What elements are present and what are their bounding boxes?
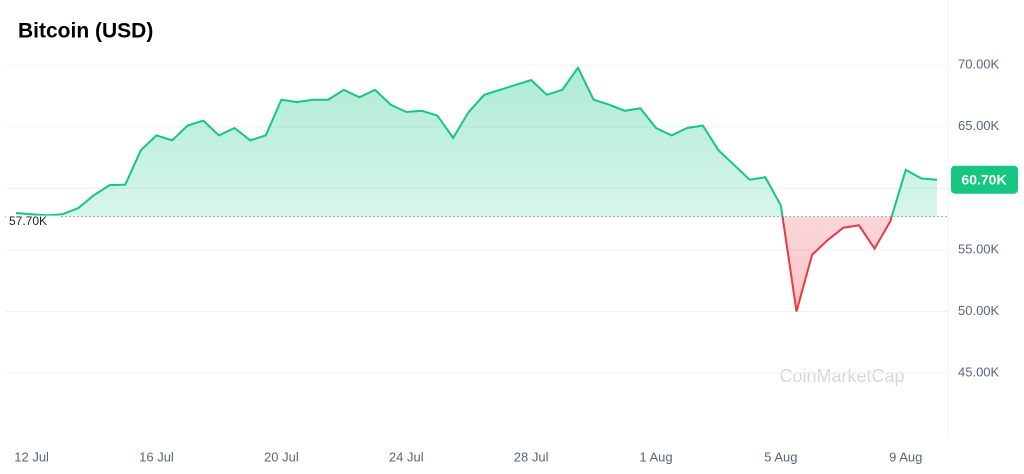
x-tick-label: 5 Aug bbox=[764, 449, 797, 464]
current-price-box bbox=[951, 165, 1018, 194]
y-tick-label: 50.00K bbox=[958, 303, 1000, 318]
watermark: CoinMarketCap bbox=[779, 366, 904, 386]
x-tick-label: 28 Jul bbox=[514, 449, 549, 464]
y-tick-label: 65.00K bbox=[958, 118, 1000, 133]
chart-title: Bitcoin (USD) bbox=[18, 20, 153, 43]
area-below bbox=[16, 216, 937, 312]
x-tick-label: 9 Aug bbox=[889, 449, 922, 464]
line-below bbox=[781, 216, 893, 312]
x-tick-label: 16 Jul bbox=[139, 449, 174, 464]
baseline-label-bg bbox=[6, 215, 60, 230]
line bbox=[15, 65, 938, 217]
y-tick-label: 45.00K bbox=[958, 364, 1000, 379]
x-tick-label: 24 Jul bbox=[389, 449, 424, 464]
area-above bbox=[16, 67, 937, 217]
baseline-label: 57.70K bbox=[9, 214, 47, 228]
x-tick-label: 1 Aug bbox=[639, 449, 672, 464]
x-tick-label: 12 Jul bbox=[14, 449, 49, 464]
current-price-label: 60.70K bbox=[961, 171, 1006, 187]
x-tick-label: 20 Jul bbox=[264, 449, 299, 464]
y-tick-label: 70.00K bbox=[958, 57, 1000, 72]
y-tick-label: 55.00K bbox=[958, 241, 1000, 256]
